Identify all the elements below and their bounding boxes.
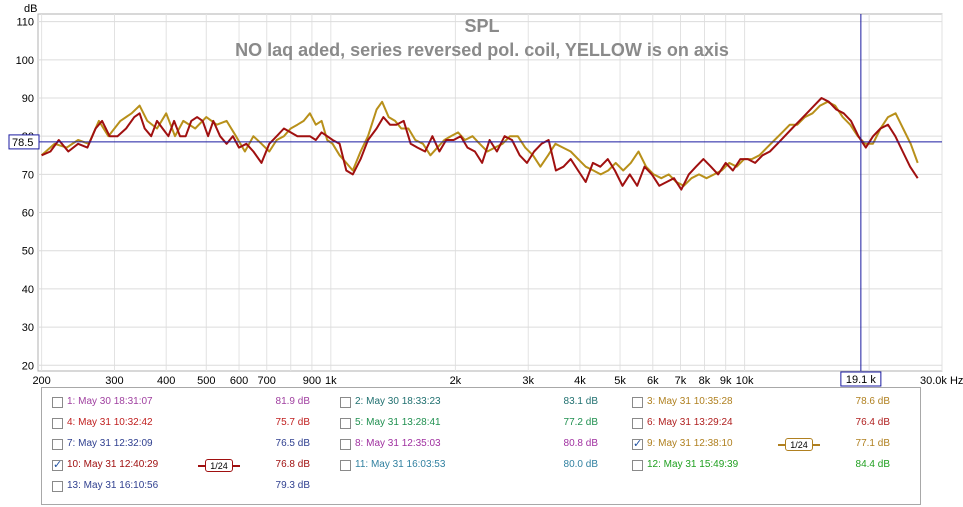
x-tick-label: 8k — [699, 375, 711, 387]
smoothing-badge[interactable]: 1/24 — [205, 459, 233, 472]
x-tick-label: 700 — [258, 375, 276, 387]
legend-value: 75.7 dB — [275, 417, 310, 428]
legend-value: 76.4 dB — [855, 417, 890, 428]
x-tick-label: 3k — [522, 375, 534, 387]
cursor-y-readout: 78.5 — [12, 137, 33, 149]
chart-title: SPL — [464, 16, 499, 36]
y-tick-label: 90 — [22, 93, 34, 105]
y-axis: 2030405060708090100110 — [16, 17, 34, 373]
smoothing-badge[interactable]: 1/24 — [785, 438, 813, 451]
legend-value: 80.0 dB — [563, 459, 598, 470]
legend-value: 79.3 dB — [275, 480, 310, 491]
x-tick-label: 500 — [197, 375, 215, 387]
cursor[interactable]: 78.5 19.1 k — [8, 14, 942, 387]
legend-checkbox[interactable] — [632, 460, 643, 471]
legend-value: 78.6 dB — [855, 396, 890, 407]
legend-value: 76.5 dB — [275, 438, 310, 449]
y-tick-label: 100 — [16, 55, 34, 67]
legend-checkbox[interactable] — [52, 458, 63, 471]
legend-label[interactable]: 8: May 31 12:35:03 — [355, 438, 441, 449]
legend-label[interactable]: 2: May 30 18:33:23 — [355, 396, 441, 407]
cursor-x-readout: 19.1 k — [846, 374, 876, 386]
y-tick-label: 60 — [22, 208, 34, 220]
x-tick-label: 400 — [157, 375, 175, 387]
legend-label[interactable]: 1: May 30 18:31:07 — [67, 396, 153, 407]
x-tick-label: 10k — [736, 375, 754, 387]
legend-checkbox[interactable] — [632, 397, 643, 408]
cursor-y-readout-box — [8, 134, 40, 150]
legend-checkbox[interactable] — [340, 418, 351, 429]
x-tick-label: 2k — [450, 375, 462, 387]
measurement-legend: 1: May 30 18:31:07 81.9 dB 2: May 30 18:33… — [41, 387, 921, 505]
chart-subtitle: NO laq aded, series reversed pol. coil, … — [235, 40, 729, 60]
legend-value: 77.2 dB — [563, 417, 598, 428]
legend-label[interactable]: 5: May 31 13:28:41 — [355, 417, 441, 428]
x-tick-label: 200 — [32, 375, 50, 387]
y-tick-label: 70 — [22, 169, 34, 181]
legend-value: 81.9 dB — [275, 396, 310, 407]
x-tick-label: 6k — [647, 375, 659, 387]
legend-checkbox[interactable] — [52, 481, 63, 492]
spl-chart: dB SPL NO laq aded, series reversed pol.… — [8, 3, 963, 387]
legend-label[interactable]: 11: May 31 16:03:53 — [355, 459, 446, 470]
x-tick-label: 900 — [303, 375, 321, 387]
plot-area — [37, 13, 943, 372]
x-tick-label: 7k — [675, 375, 687, 387]
y-tick-label: 30 — [22, 322, 34, 334]
legend-checkbox[interactable] — [340, 397, 351, 408]
legend-value: 84.4 dB — [855, 459, 890, 470]
legend-label[interactable]: 13: May 31 16:10:56 — [67, 480, 159, 491]
legend-value: 76.8 dB — [275, 459, 310, 470]
x-tick-label: 9k — [720, 375, 732, 387]
y-tick-label: 50 — [22, 246, 34, 258]
legend-checkbox[interactable] — [632, 418, 643, 429]
legend-value: 83.1 dB — [563, 396, 598, 407]
y-tick-label: 20 — [22, 360, 34, 372]
legend-value: 77.1 dB — [855, 438, 890, 449]
x-tick-label: 300 — [105, 375, 123, 387]
legend-label[interactable]: 7: May 31 12:32:09 — [67, 438, 153, 449]
legend-label[interactable]: 6: May 31 13:29:24 — [647, 417, 733, 428]
legend-value: 80.8 dB — [563, 438, 598, 449]
legend-label[interactable]: 3: May 31 10:35:28 — [647, 396, 733, 407]
x-tick-label: 4k — [574, 375, 586, 387]
legend-label[interactable]: 4: May 31 10:32:42 — [67, 417, 153, 428]
legend-label[interactable]: 12: May 31 15:49:39 — [647, 459, 739, 470]
x-tick-label: 600 — [230, 375, 248, 387]
legend-checkbox[interactable] — [340, 439, 351, 450]
legend-label[interactable]: 9: May 31 12:38:10 — [647, 438, 733, 449]
y-tick-label: 110 — [16, 17, 34, 29]
y-axis-unit: dB — [24, 3, 37, 15]
x-tick-label: 5k — [614, 375, 626, 387]
legend-checkbox[interactable] — [52, 397, 63, 408]
x-tick-label: 30.0k Hz — [920, 375, 963, 387]
x-tick-label: 1k — [325, 375, 337, 387]
legend-checkbox[interactable] — [340, 460, 351, 471]
legend-label[interactable]: 10: May 31 12:40:29 — [67, 459, 159, 470]
legend-checkbox[interactable] — [52, 418, 63, 429]
cursor-x-readout-box — [840, 371, 882, 387]
legend-checkbox[interactable] — [52, 439, 63, 450]
y-tick-label: 40 — [22, 284, 34, 296]
x-axis: 200 300 400 500 600 700 900 1k 2k 3k 4k 5k 6k 7k 8k 9k 1… — [32, 375, 963, 387]
legend-checkbox[interactable] — [632, 437, 643, 450]
grid — [38, 14, 943, 371]
